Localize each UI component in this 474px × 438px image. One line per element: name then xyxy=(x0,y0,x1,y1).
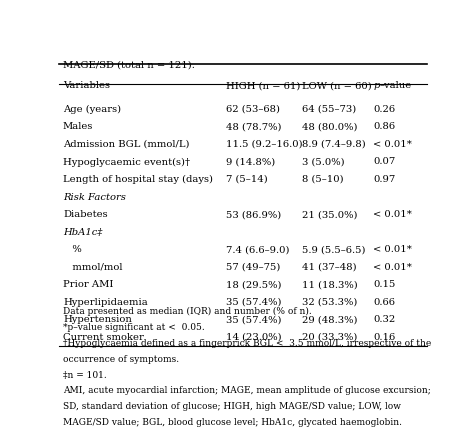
Text: 0.66: 0.66 xyxy=(374,298,395,307)
Text: MAGE/SD value; BGL, blood glucose level; HbA1c, glycated haemoglobin.: MAGE/SD value; BGL, blood glucose level;… xyxy=(63,418,402,427)
Text: SD, standard deviation of glucose; HIGH, high MAGE/SD value; LOW, low: SD, standard deviation of glucose; HIGH,… xyxy=(63,402,401,411)
Text: 3 (5.0%): 3 (5.0%) xyxy=(301,157,344,166)
Text: < 0.01*: < 0.01* xyxy=(374,263,412,272)
Text: 41 (37–48): 41 (37–48) xyxy=(301,263,356,272)
Text: Admission BGL (mmol/L): Admission BGL (mmol/L) xyxy=(63,140,190,149)
Text: 48 (78.7%): 48 (78.7%) xyxy=(227,122,282,131)
Text: p: p xyxy=(374,81,380,90)
Text: < 0.01*: < 0.01* xyxy=(374,140,412,149)
Text: Age (years): Age (years) xyxy=(63,105,121,114)
Text: HIGH (n = 61): HIGH (n = 61) xyxy=(227,81,301,90)
Text: Data presented as median (IQR) and number (% of n).: Data presented as median (IQR) and numbe… xyxy=(63,307,312,316)
Text: LOW (n = 60): LOW (n = 60) xyxy=(301,81,372,90)
Text: Length of hospital stay (days): Length of hospital stay (days) xyxy=(63,175,213,184)
Text: Risk Factors: Risk Factors xyxy=(63,193,126,201)
Text: Prior AMI: Prior AMI xyxy=(63,280,113,289)
Text: Current smoker: Current smoker xyxy=(63,333,144,342)
Text: 57 (49–75): 57 (49–75) xyxy=(227,263,281,272)
Text: Variables: Variables xyxy=(63,81,110,90)
Text: –value: –value xyxy=(380,81,412,90)
Text: 8.9 (7.4–9.8): 8.9 (7.4–9.8) xyxy=(301,140,365,149)
Text: 48 (80.0%): 48 (80.0%) xyxy=(301,122,357,131)
Text: < 0.01*: < 0.01* xyxy=(374,210,412,219)
Text: occurrence of symptoms.: occurrence of symptoms. xyxy=(63,355,179,364)
Text: 0.07: 0.07 xyxy=(374,157,396,166)
Text: 0.16: 0.16 xyxy=(374,333,396,342)
Text: %: % xyxy=(63,245,82,254)
Text: mmol/mol: mmol/mol xyxy=(63,263,122,272)
Text: Males: Males xyxy=(63,122,93,131)
Text: 0.15: 0.15 xyxy=(374,280,396,289)
Text: 35 (57.4%): 35 (57.4%) xyxy=(227,315,282,324)
Text: 53 (86.9%): 53 (86.9%) xyxy=(227,210,282,219)
Text: 9 (14.8%): 9 (14.8%) xyxy=(227,157,276,166)
Text: < 0.01*: < 0.01* xyxy=(374,245,412,254)
Text: 29 (48.3%): 29 (48.3%) xyxy=(301,315,357,324)
Text: MAGE/SD (total n = 121).: MAGE/SD (total n = 121). xyxy=(63,61,195,70)
Text: AMI, acute myocardial infarction; MAGE, mean amplitude of glucose excursion;: AMI, acute myocardial infarction; MAGE, … xyxy=(63,386,431,396)
Text: 32 (53.3%): 32 (53.3%) xyxy=(301,298,357,307)
Text: 11 (18.3%): 11 (18.3%) xyxy=(301,280,357,289)
Text: 18 (29.5%): 18 (29.5%) xyxy=(227,280,282,289)
Text: 20 (33.3%): 20 (33.3%) xyxy=(301,333,357,342)
Text: †Hypoglycaemia defined as a fingerprick BGL <  3.5 mmol/L, irrespective of the: †Hypoglycaemia defined as a fingerprick … xyxy=(63,339,431,348)
Text: 8 (5–10): 8 (5–10) xyxy=(301,175,343,184)
Text: 11.5 (9.2–16.0): 11.5 (9.2–16.0) xyxy=(227,140,303,149)
Text: 0.86: 0.86 xyxy=(374,122,395,131)
Text: 64 (55–73): 64 (55–73) xyxy=(301,105,356,114)
Text: HbA1c‡: HbA1c‡ xyxy=(63,228,102,237)
Text: 35 (57.4%): 35 (57.4%) xyxy=(227,298,282,307)
Text: Hypertension: Hypertension xyxy=(63,315,132,324)
Text: 5.9 (5.5–6.5): 5.9 (5.5–6.5) xyxy=(301,245,365,254)
Text: ‡n = 101.: ‡n = 101. xyxy=(63,371,107,380)
Text: *p–value significant at <  0.05.: *p–value significant at < 0.05. xyxy=(63,323,205,332)
Text: 7 (5–14): 7 (5–14) xyxy=(227,175,268,184)
Text: 7.4 (6.6–9.0): 7.4 (6.6–9.0) xyxy=(227,245,290,254)
Text: Hypoglycaemic event(s)†: Hypoglycaemic event(s)† xyxy=(63,157,190,166)
Text: 0.32: 0.32 xyxy=(374,315,396,324)
Text: 21 (35.0%): 21 (35.0%) xyxy=(301,210,357,219)
Text: 0.97: 0.97 xyxy=(374,175,396,184)
Text: 0.26: 0.26 xyxy=(374,105,395,114)
Text: Hyperlipidaemia: Hyperlipidaemia xyxy=(63,298,148,307)
Text: 14 (23.0%): 14 (23.0%) xyxy=(227,333,282,342)
Text: 62 (53–68): 62 (53–68) xyxy=(227,105,281,114)
Text: Diabetes: Diabetes xyxy=(63,210,108,219)
